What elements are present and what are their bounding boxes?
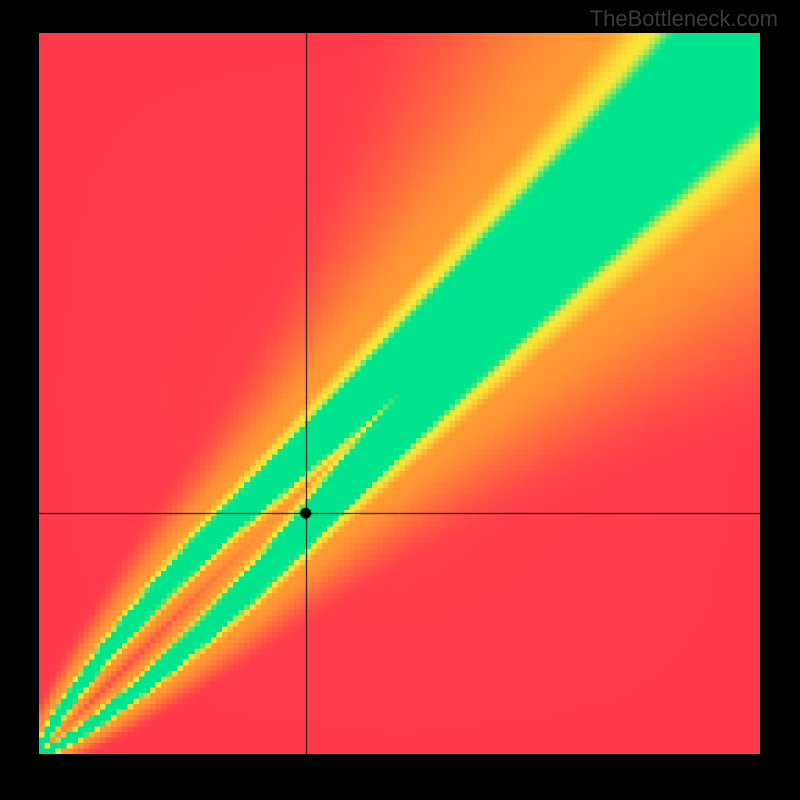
bottleneck-heatmap [39, 33, 760, 754]
attribution-label: TheBottleneck.com [590, 6, 778, 32]
chart-container: TheBottleneck.com [0, 0, 800, 800]
